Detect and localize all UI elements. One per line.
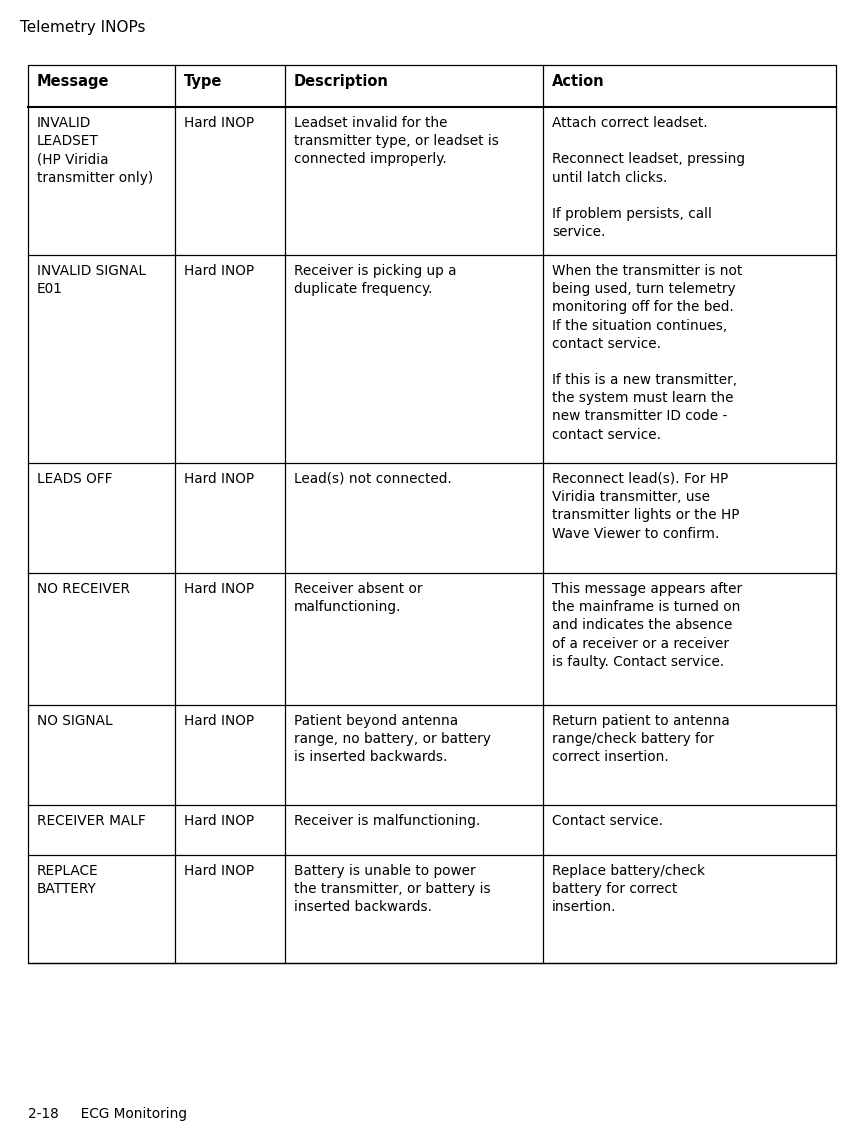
Text: Hard INOP: Hard INOP bbox=[184, 714, 254, 728]
Text: Hard INOP: Hard INOP bbox=[184, 814, 254, 828]
Text: Receiver is picking up a
duplicate frequency.: Receiver is picking up a duplicate frequ… bbox=[294, 264, 456, 296]
Text: Description: Description bbox=[294, 74, 389, 89]
Text: NO SIGNAL: NO SIGNAL bbox=[37, 714, 112, 728]
Text: Receiver is malfunctioning.: Receiver is malfunctioning. bbox=[294, 814, 480, 828]
Text: Reconnect lead(s). For HP
Viridia transmitter, use
transmitter lights or the HP
: Reconnect lead(s). For HP Viridia transm… bbox=[552, 472, 740, 541]
Bar bbox=[28, 65, 836, 964]
Text: Hard INOP: Hard INOP bbox=[184, 864, 254, 878]
Text: Hard INOP: Hard INOP bbox=[184, 115, 254, 130]
Text: When the transmitter is not
being used, turn telemetry
monitoring off for the be: When the transmitter is not being used, … bbox=[552, 264, 742, 441]
Text: Contact service.: Contact service. bbox=[552, 814, 663, 828]
Text: INVALID SIGNAL
E01: INVALID SIGNAL E01 bbox=[37, 264, 146, 296]
Text: LEADS OFF: LEADS OFF bbox=[37, 472, 112, 486]
Text: Patient beyond antenna
range, no battery, or battery
is inserted backwards.: Patient beyond antenna range, no battery… bbox=[294, 714, 491, 765]
Text: Telemetry INOPs: Telemetry INOPs bbox=[20, 19, 145, 35]
Text: Hard INOP: Hard INOP bbox=[184, 264, 254, 278]
Text: Leadset invalid for the
transmitter type, or leadset is
connected improperly.: Leadset invalid for the transmitter type… bbox=[294, 115, 499, 167]
Text: Type: Type bbox=[184, 74, 222, 89]
Text: Action: Action bbox=[552, 74, 605, 89]
Text: Message: Message bbox=[37, 74, 110, 89]
Text: Replace battery/check
battery for correct
insertion.: Replace battery/check battery for correc… bbox=[552, 864, 705, 914]
Text: RECEIVER MALF: RECEIVER MALF bbox=[37, 814, 146, 828]
Text: Attach correct leadset.

Reconnect leadset, pressing
until latch clicks.

If pro: Attach correct leadset. Reconnect leadse… bbox=[552, 115, 745, 239]
Text: Lead(s) not connected.: Lead(s) not connected. bbox=[294, 472, 452, 486]
Text: Receiver absent or
malfunctioning.: Receiver absent or malfunctioning. bbox=[294, 582, 422, 614]
Text: Hard INOP: Hard INOP bbox=[184, 472, 254, 486]
Text: This message appears after
the mainframe is turned on
and indicates the absence
: This message appears after the mainframe… bbox=[552, 582, 742, 669]
Text: Battery is unable to power
the transmitter, or battery is
inserted backwards.: Battery is unable to power the transmitt… bbox=[294, 864, 491, 914]
Text: 2-18     ECG Monitoring: 2-18 ECG Monitoring bbox=[28, 1108, 187, 1121]
Text: Return patient to antenna
range/check battery for
correct insertion.: Return patient to antenna range/check ba… bbox=[552, 714, 730, 765]
Text: Hard INOP: Hard INOP bbox=[184, 582, 254, 596]
Text: REPLACE
BATTERY: REPLACE BATTERY bbox=[37, 864, 98, 896]
Text: NO RECEIVER: NO RECEIVER bbox=[37, 582, 130, 596]
Text: INVALID
LEADSET
(HP Viridia
transmitter only): INVALID LEADSET (HP Viridia transmitter … bbox=[37, 115, 153, 184]
